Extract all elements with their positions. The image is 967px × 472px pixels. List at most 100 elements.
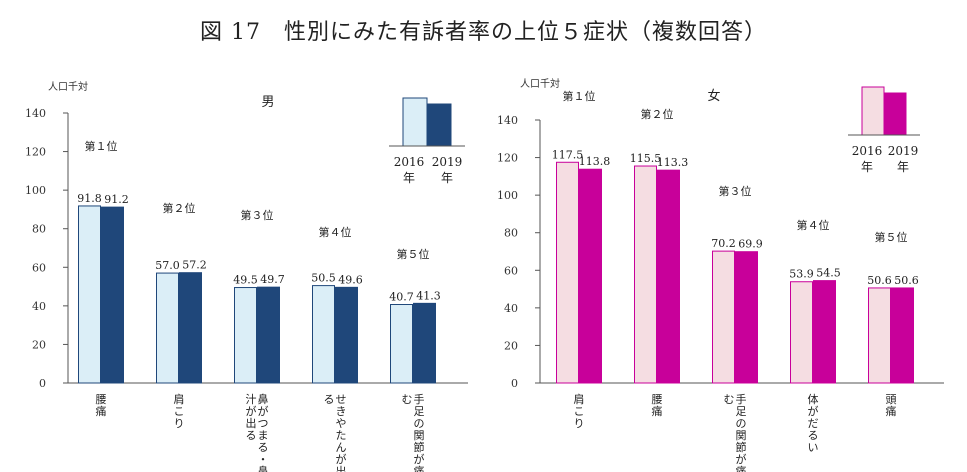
category-label-char: 手 <box>414 392 425 406</box>
data-label-2019: 49.6 <box>338 273 363 286</box>
rank-label: 第５位 <box>397 247 430 261</box>
category-label-char: 肩 <box>174 392 185 406</box>
data-label-2016: 50.5 <box>311 272 336 285</box>
rank-label: 第２位 <box>163 201 196 215</box>
bar-2016 <box>634 165 657 384</box>
category-label-char: の <box>736 417 747 430</box>
bar-2019 <box>101 206 124 384</box>
category-label-char: 汁 <box>246 393 257 406</box>
bar-2019 <box>813 280 836 384</box>
category-label-char: ま <box>258 429 269 442</box>
rank-label: 第４位 <box>319 225 352 239</box>
legend-swatch-2016 <box>861 86 885 136</box>
y-tick-label: 120 <box>25 146 46 159</box>
category-label-char: り <box>174 417 185 430</box>
category-label-char: む <box>724 393 735 406</box>
category-label-char: が <box>336 452 347 466</box>
category-label-char: き <box>336 405 347 418</box>
category-label-char: 出 <box>336 464 347 472</box>
y-tick-label: 120 <box>497 152 518 165</box>
category-label-char: が <box>808 404 819 418</box>
legend-suffix-2016: 年 <box>861 160 873 174</box>
legend-year-2016: 2016 <box>394 155 425 169</box>
bar-2016 <box>78 205 101 384</box>
category-label-char: こ <box>574 405 585 418</box>
legend-suffix-2016: 年 <box>403 171 415 185</box>
category-label-char: 出 <box>246 416 257 430</box>
bar-2016 <box>390 304 413 384</box>
y-tick-label: 40 <box>504 302 518 315</box>
category-label-char: 腰 <box>96 393 107 406</box>
data-label-2016: 70.2 <box>711 237 736 250</box>
y-tick-label: 140 <box>497 114 518 127</box>
data-label-2019: 69.9 <box>738 238 763 251</box>
bar-2016 <box>790 281 813 384</box>
category-label-char: ・ <box>258 453 269 466</box>
rank-label: 第５位 <box>875 230 908 244</box>
rank-label: 第３位 <box>719 184 752 198</box>
bar-2019 <box>257 286 280 384</box>
data-label-2016: 53.9 <box>789 268 814 281</box>
data-label-2016: 57.0 <box>155 259 180 272</box>
category-label-char: る <box>246 429 257 442</box>
category-label-char: 関 <box>736 429 747 442</box>
y-tick-label: 100 <box>497 189 518 202</box>
data-label-2019: 50.6 <box>894 274 919 287</box>
bar-2019 <box>335 286 358 384</box>
category-label-char: る <box>324 393 335 406</box>
category-label-char: が <box>246 404 257 418</box>
data-label-2016: 49.5 <box>233 274 258 287</box>
category-label-char: 痛 <box>736 464 747 472</box>
category-label-char: が <box>258 404 269 418</box>
rank-label: 第１位 <box>563 89 596 103</box>
gender-label: 男 <box>261 95 274 110</box>
legend-swatch-2019 <box>426 103 452 147</box>
category-label-char: や <box>336 417 347 430</box>
data-label-2016: 117.5 <box>552 148 584 161</box>
category-label-char: せ <box>336 393 347 406</box>
gender-label: 女 <box>707 88 720 104</box>
data-label-2016: 115.5 <box>630 152 662 165</box>
bar-2019 <box>891 287 914 384</box>
category-label-char: 腰 <box>652 393 663 406</box>
category-label-char: が <box>414 452 425 466</box>
data-label-2019: 41.3 <box>416 289 441 302</box>
y-tick-label: 0 <box>39 377 46 390</box>
category-label-char: む <box>402 393 413 406</box>
category-label-char: 関 <box>414 429 425 442</box>
category-label-char: 足 <box>414 405 425 418</box>
category-label-char: 節 <box>736 440 747 454</box>
bar-2016 <box>156 272 179 384</box>
category-label-char: 痛 <box>414 464 425 472</box>
category-label-char: が <box>736 452 747 466</box>
category-label-char: 体 <box>808 392 819 406</box>
legend-suffix-2019: 年 <box>897 160 909 174</box>
rank-label: 第４位 <box>797 218 830 232</box>
category-label-char: た <box>336 429 347 442</box>
category-label-char: 痛 <box>96 404 107 418</box>
bar-2019 <box>579 168 602 384</box>
bar-2016 <box>312 285 335 384</box>
data-label-2016: 91.8 <box>77 192 102 205</box>
legend-suffix-2019: 年 <box>441 171 453 185</box>
data-label-2019: 91.2 <box>104 193 129 206</box>
data-label-2019: 113.8 <box>579 155 611 168</box>
y-tick-label: 60 <box>32 261 46 274</box>
data-label-2016: 50.6 <box>867 274 892 287</box>
y-tick-label: 60 <box>504 264 518 277</box>
page-title: 図 17 性別にみた有訴者率の上位５症状（複数回答） <box>200 20 767 45</box>
legend-swatch-2019 <box>883 92 907 136</box>
bar-2019 <box>735 251 758 384</box>
category-label-char: 足 <box>736 405 747 418</box>
category-label-char: り <box>574 417 585 430</box>
bar-2016 <box>556 161 579 384</box>
bar-2019 <box>179 272 202 384</box>
rank-label: 第１位 <box>85 139 118 153</box>
y-tick-label: 20 <box>504 339 518 352</box>
bar-2016 <box>234 287 257 384</box>
y-tick-label: 0 <box>511 377 518 390</box>
category-label-char: の <box>414 417 425 430</box>
data-label-2019: 49.7 <box>260 273 285 286</box>
legend-year-2019: 2019 <box>432 155 463 169</box>
